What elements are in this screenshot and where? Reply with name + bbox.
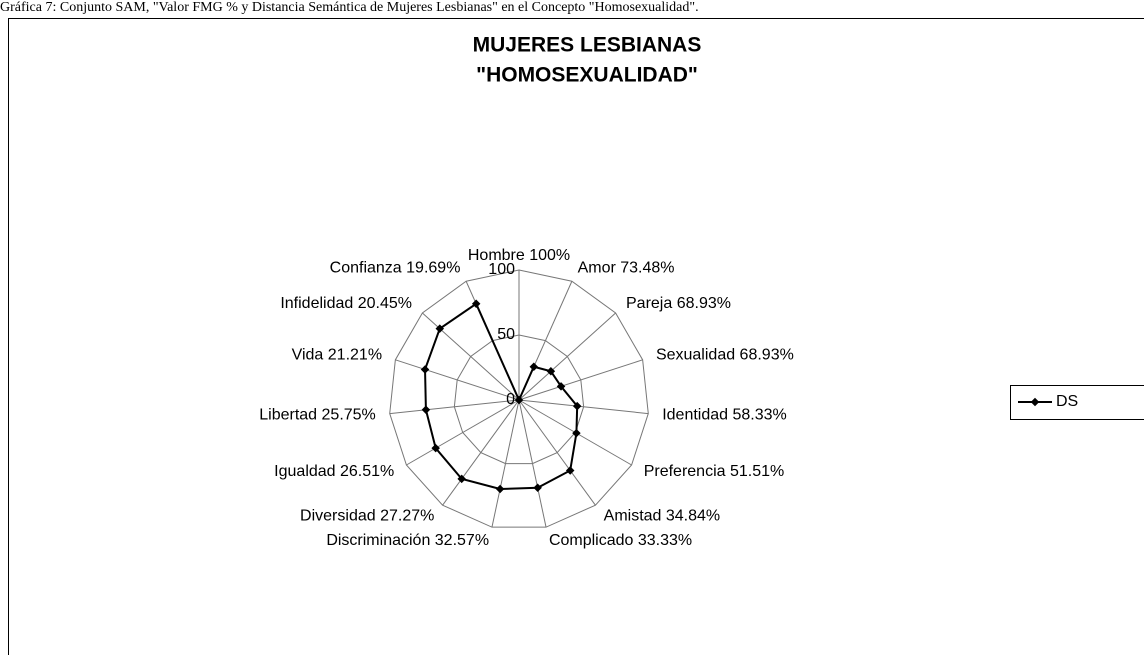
chart-title: MUJERES LESBIANAS <box>473 34 702 57</box>
legend: DS <box>1011 386 1144 420</box>
data-point <box>530 363 538 371</box>
category-label: Diversidad 27.27% <box>300 508 434 525</box>
category-label: Discriminación 32.57% <box>326 532 489 549</box>
r-tick-label: 100 <box>488 261 515 278</box>
category-label: Confianza 19.69% <box>330 260 461 277</box>
data-point <box>566 466 574 474</box>
spoke <box>519 360 643 400</box>
legend-label: DS <box>1056 393 1078 410</box>
category-label: Preferencia 51.51% <box>644 463 785 480</box>
data-point <box>422 406 430 414</box>
category-label: Amistad 34.84% <box>604 508 721 525</box>
category-label: Pareja 68.93% <box>626 295 731 312</box>
r-tick-label: 0 <box>506 391 515 408</box>
spoke <box>395 360 519 400</box>
category-label: Complicado 33.33% <box>549 532 692 549</box>
caption: Gráfica 7: Conjunto SAM, "Valor FMG % y … <box>0 0 699 15</box>
chart-title: "HOMOSEXUALIDAD" <box>476 64 698 87</box>
data-point <box>533 483 541 491</box>
category-label: Sexualidad 68.93% <box>656 347 794 364</box>
category-label: Identidad 58.33% <box>662 406 787 423</box>
category-label: Infidelidad 20.45% <box>280 295 412 312</box>
spoke <box>519 313 616 400</box>
r-tick-label: 50 <box>497 326 515 343</box>
category-label: Libertad 25.75% <box>259 406 376 423</box>
data-point <box>572 429 580 437</box>
chart-border <box>9 19 1144 656</box>
category-label: Igualdad 26.51% <box>274 463 394 480</box>
data-point <box>421 365 429 373</box>
category-label: Amor 73.48% <box>578 260 675 277</box>
category-label: Vida 21.21% <box>292 347 382 364</box>
category-label: Hombre 100% <box>468 247 570 264</box>
data-point <box>496 485 504 493</box>
